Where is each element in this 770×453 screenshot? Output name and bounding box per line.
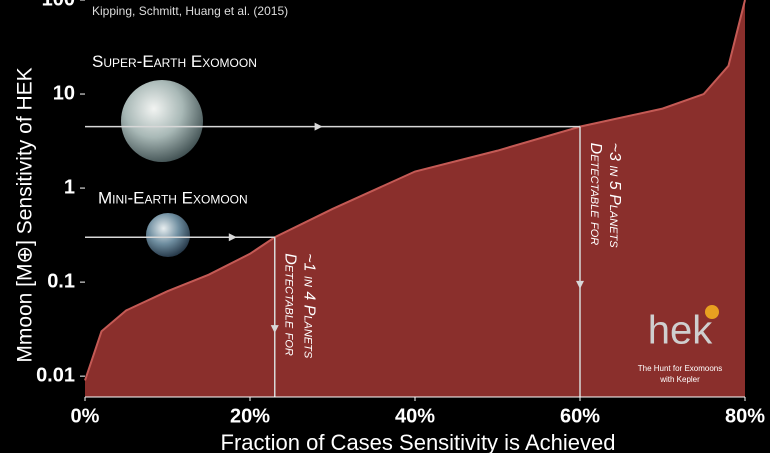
marker-label: Mini-Earth Exomoon [98,189,248,208]
x-axis-label: Fraction of Cases Sensitivity is Achieve… [221,430,616,453]
y-tick-label: 1 [64,176,75,198]
y-tick-label: 0.01 [36,364,75,386]
marker-note: Detectable for [282,253,299,356]
logo-moon [705,305,719,319]
y-tick-label: 0.1 [47,270,75,292]
arrow-head [314,122,323,131]
marker-note: ~1 in 4 Planets [301,253,318,359]
planet-mini-earth [146,213,190,257]
planet-super-earth [121,80,203,162]
x-tick-label: 80% [725,405,765,427]
x-tick-label: 0% [71,405,100,427]
logo: hek [648,309,713,353]
logo-tagline: with Kepler [659,375,700,384]
area-edge [84,0,746,381]
x-tick-label: 60% [560,405,600,427]
marker-note: ~3 in 5 Planets [606,143,623,249]
y-axis-label: Mmoon [M⊕] Sensitivity of HEK [14,67,37,362]
arrow-head [228,233,237,242]
arrow-head [576,280,584,289]
x-tick-label: 20% [230,405,270,427]
arrow-head [270,325,279,334]
y-tick-label: 10 [53,82,75,104]
x-tick-label: 40% [395,405,435,427]
source: Kipping, Schmitt, Huang et al. (2015) [92,4,288,18]
y-tick-label: 100 [42,0,75,10]
marker-label: Super-Earth Exomoon [92,52,257,71]
marker-note: Detectable for [587,143,604,246]
logo-tagline: The Hunt for Exomoons [638,364,722,373]
